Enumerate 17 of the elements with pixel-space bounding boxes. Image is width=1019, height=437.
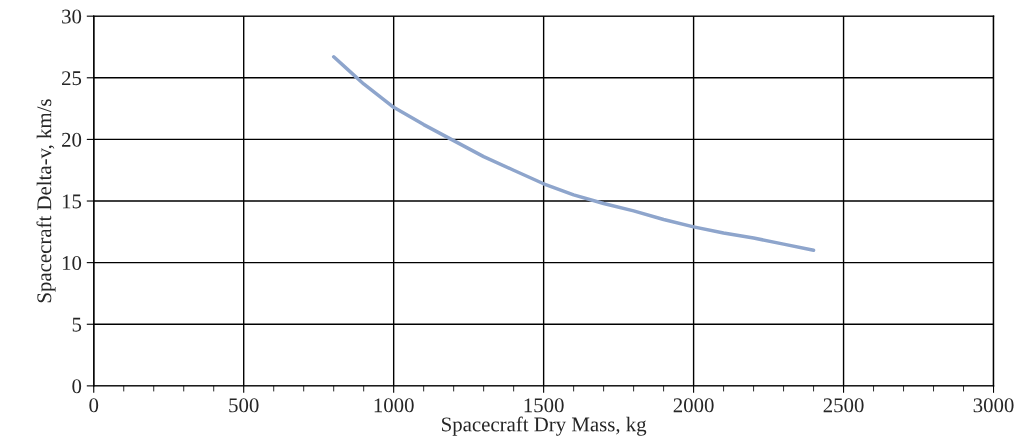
y-tick-label: 25 xyxy=(62,71,82,86)
x-tick-label: 0 xyxy=(89,398,99,413)
x-tick-label: 2500 xyxy=(823,398,864,413)
line-series xyxy=(331,55,816,253)
x-tick-label: 500 xyxy=(229,398,259,413)
y-tick-label: 5 xyxy=(72,317,82,332)
y-tick-label: 30 xyxy=(62,9,82,24)
x-tick-label: 2000 xyxy=(673,398,714,413)
x-tick-label: 1500 xyxy=(524,398,564,413)
y-tick-label: 0 xyxy=(72,379,82,394)
x-tick-label: 3000 xyxy=(973,398,1014,413)
x-axis-title: Spacecraft Dry Mass, kg xyxy=(442,416,647,436)
x-tick-label: 1000 xyxy=(374,398,414,413)
y-tick-label: 10 xyxy=(62,256,82,271)
y-tick-label: 20 xyxy=(62,132,82,147)
y-axis-title: Spacecraft Delta-v, km/s xyxy=(36,99,56,303)
y-tick-label: 15 xyxy=(62,194,82,209)
